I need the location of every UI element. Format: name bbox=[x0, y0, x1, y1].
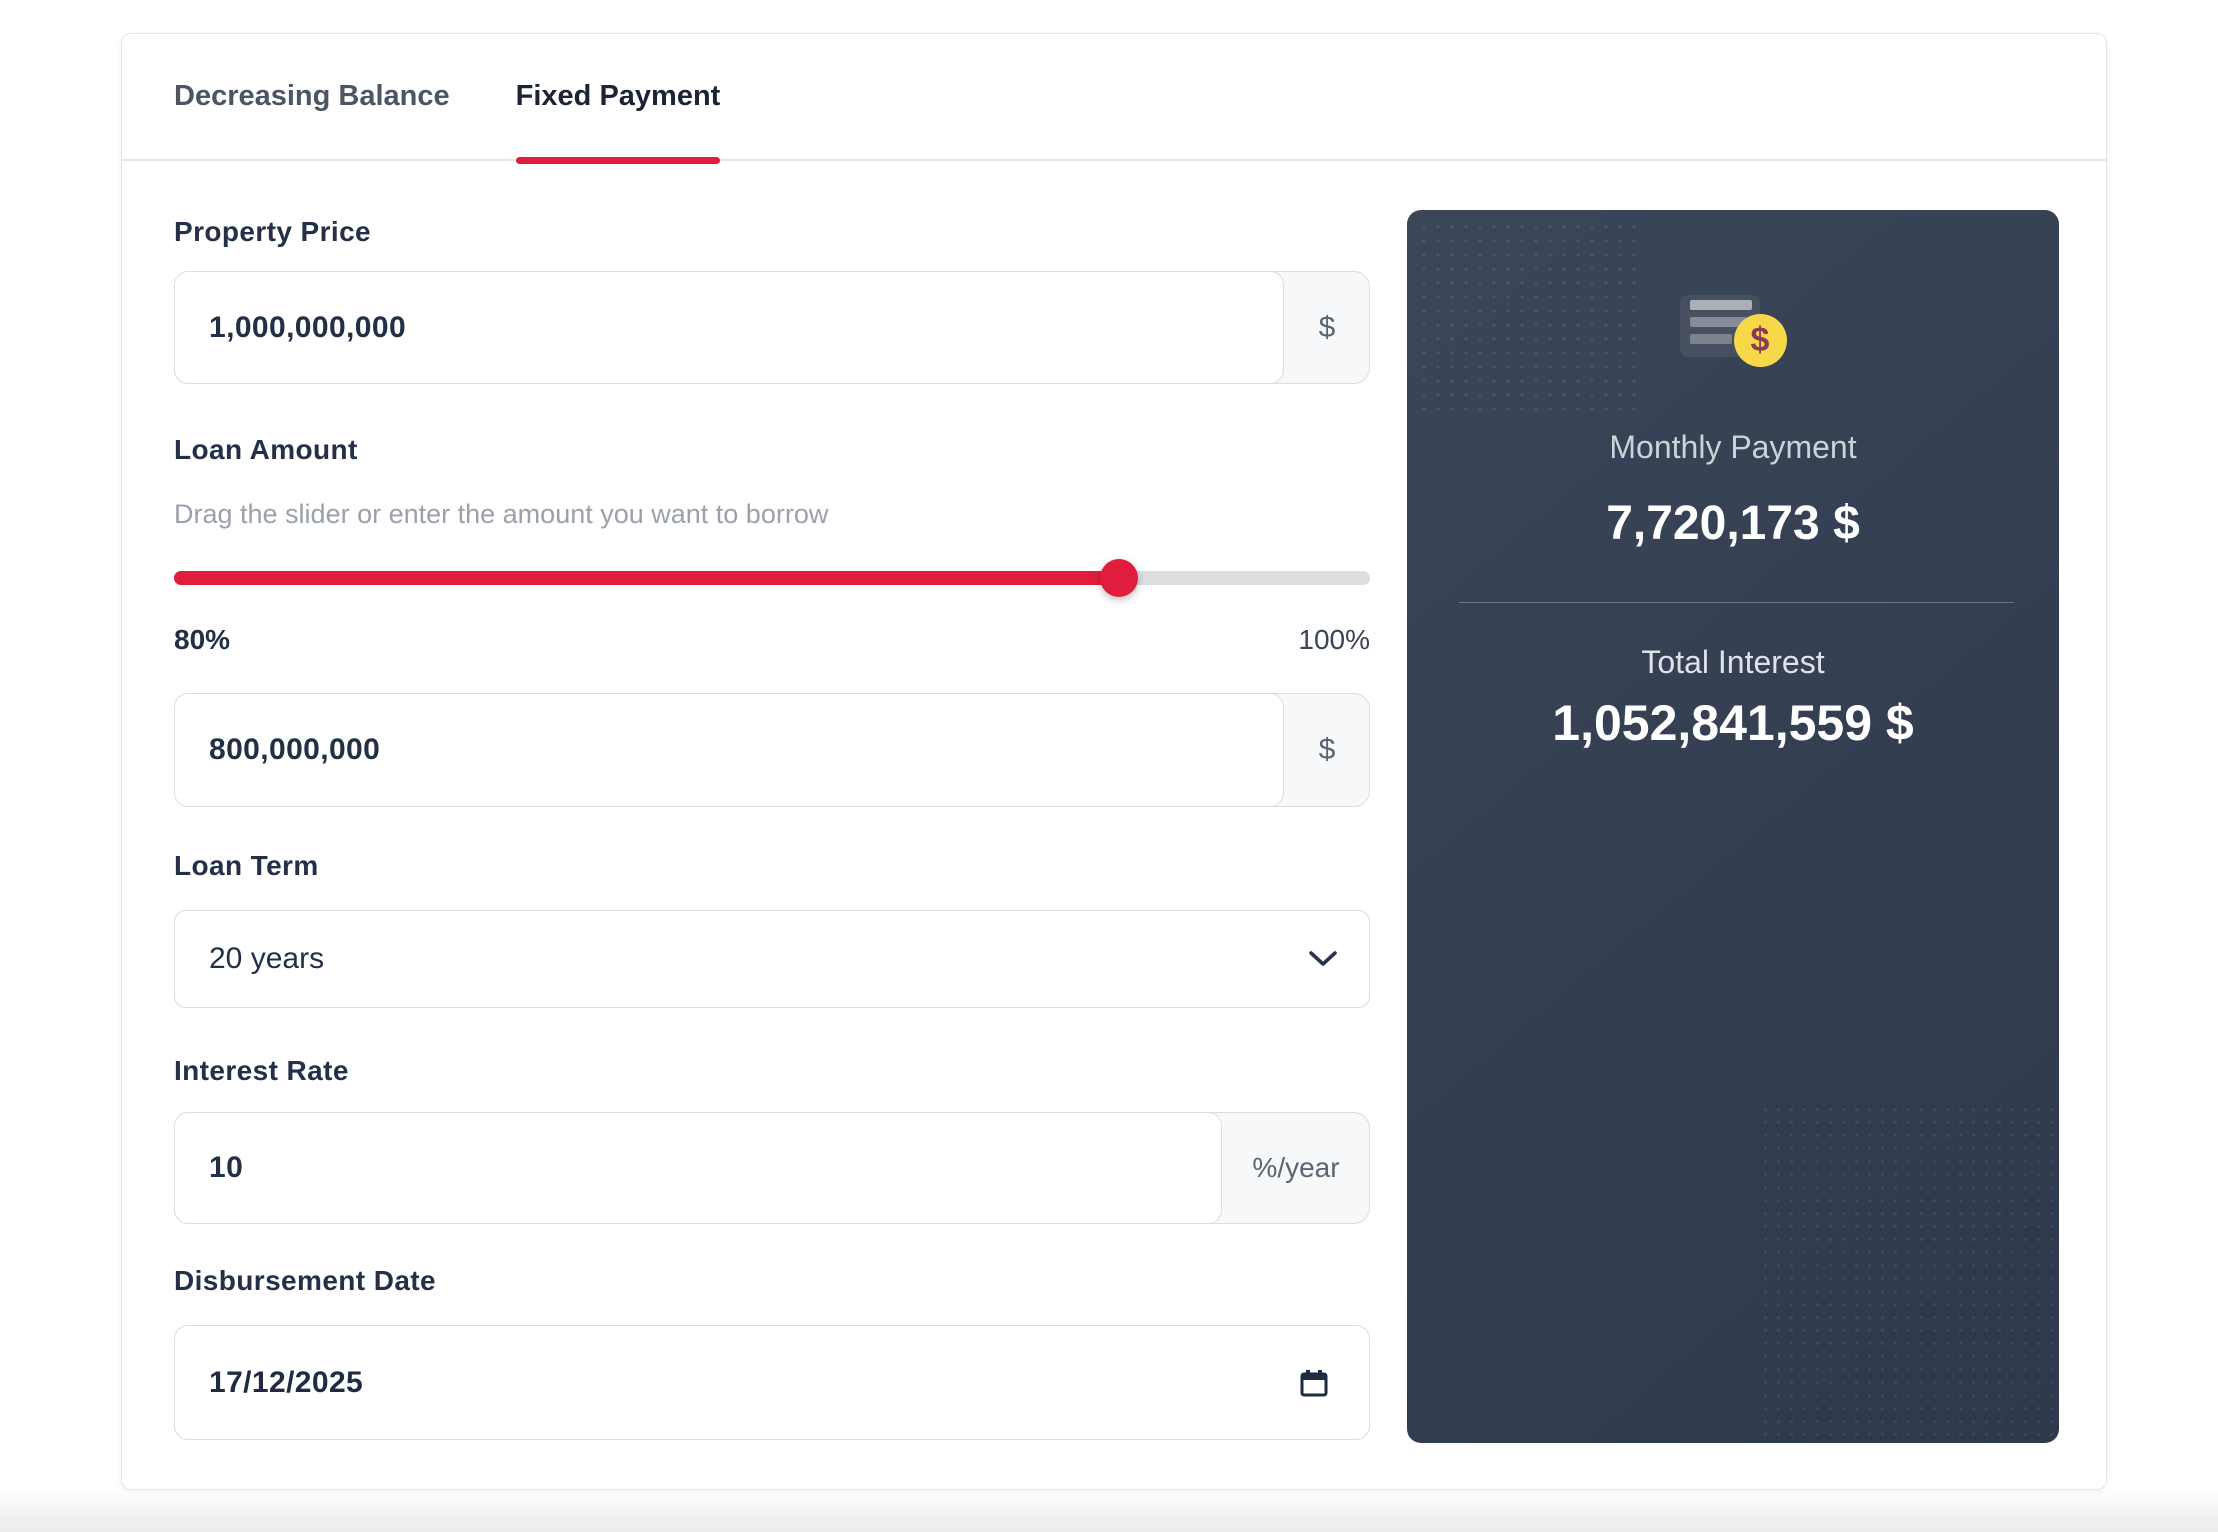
interest-rate-input[interactable] bbox=[174, 1112, 1222, 1224]
disbursement-date-input[interactable] bbox=[175, 1326, 1369, 1439]
loan-slider-fill bbox=[174, 571, 1119, 585]
interest-rate-input-group: %/year bbox=[174, 1112, 1370, 1224]
currency-suffix: $ bbox=[1285, 272, 1369, 383]
rate-suffix: %/year bbox=[1223, 1113, 1369, 1223]
chevron-down-icon bbox=[1309, 951, 1337, 966]
monthly-payment-label: Monthly Payment bbox=[1609, 429, 1857, 465]
loan-term-value: 20 years bbox=[209, 942, 325, 975]
loan-amount-helper: Drag the slider or enter the amount you … bbox=[174, 499, 829, 529]
tab-decreasing-balance[interactable]: Decreasing Balance bbox=[174, 34, 450, 159]
loan-term-label: Loan Term bbox=[174, 850, 319, 881]
dollar-sign: $ bbox=[1318, 733, 1336, 766]
loan-amount-label: Loan Amount bbox=[174, 434, 358, 465]
tabs: Decreasing Balance Fixed Payment bbox=[122, 34, 2106, 164]
dollar-coin-icon: $ bbox=[1733, 314, 1787, 367]
invoice-dollar-icon: $ bbox=[1679, 295, 1787, 373]
loan-amount-input-group: $ bbox=[174, 693, 1370, 807]
disbursement-date-label: Disbursement Date bbox=[174, 1265, 436, 1296]
property-price-input[interactable] bbox=[174, 271, 1284, 384]
property-price-input-group: $ bbox=[174, 271, 1370, 384]
current-percent-label: 80% bbox=[174, 624, 231, 655]
loan-term-select[interactable]: 20 years bbox=[174, 910, 1370, 1008]
rate-suffix-label: %/year bbox=[1252, 1152, 1340, 1183]
percent-row: 80% 100% bbox=[174, 624, 1370, 656]
loan-slider-thumb[interactable] bbox=[1099, 559, 1138, 597]
interest-rate-label: Interest Rate bbox=[174, 1055, 349, 1086]
total-interest-label: Total Interest bbox=[1641, 644, 1825, 680]
loan-calculator-card: Decreasing Balance Fixed Payment Propert… bbox=[121, 33, 2107, 1490]
property-price-label: Property Price bbox=[174, 216, 372, 247]
loan-amount-input[interactable] bbox=[174, 693, 1284, 807]
bottom-gradient-strip bbox=[0, 1488, 2218, 1532]
dollar-sign: $ bbox=[1318, 310, 1336, 344]
max-percent-label: 100% bbox=[1298, 624, 1370, 655]
summary-divider bbox=[1459, 602, 2014, 603]
tab-fixed-payment[interactable]: Fixed Payment bbox=[515, 34, 721, 164]
total-interest-value: 1,052,841,559 $ bbox=[1552, 695, 1914, 751]
summary-panel: $ Monthly Payment 7,720,173 $ Total Inte… bbox=[1407, 210, 2059, 1443]
monthly-payment-value: 7,720,173 $ bbox=[1606, 497, 1860, 550]
active-tab-underline bbox=[515, 157, 721, 164]
disbursement-date-input-box bbox=[174, 1325, 1370, 1440]
tab-fixed-payment-label: Fixed Payment bbox=[515, 80, 721, 112]
loan-slider bbox=[174, 559, 1370, 597]
currency-suffix: $ bbox=[1285, 694, 1369, 806]
calendar-icon[interactable] bbox=[1299, 1368, 1329, 1398]
